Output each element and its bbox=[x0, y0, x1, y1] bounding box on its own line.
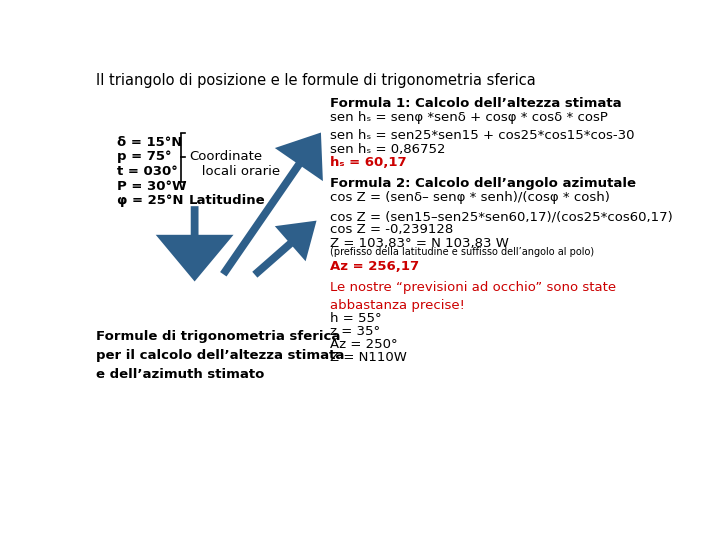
Text: sen hₛ = sen25*sen15 + cos25*cos15*cos-30: sen hₛ = sen25*sen15 + cos25*cos15*cos-3… bbox=[330, 130, 635, 143]
Text: Az = 250°: Az = 250° bbox=[330, 338, 398, 351]
Text: Z = 103,83° = N 103,83 W: Z = 103,83° = N 103,83 W bbox=[330, 237, 509, 249]
Text: sen hₛ = senφ *senδ + cosφ * cosδ * cosP: sen hₛ = senφ *senδ + cosφ * cosδ * cosP bbox=[330, 111, 608, 124]
Text: z = 35°: z = 35° bbox=[330, 325, 380, 338]
Text: locali orarie: locali orarie bbox=[189, 165, 280, 178]
Text: (prefisso della latitudine e suffisso dell’angolo al polo): (prefisso della latitudine e suffisso de… bbox=[330, 247, 595, 257]
Text: Formule di trigonometria sferica
per il calcolo dell’altezza stimata
e dell’azim: Formule di trigonometria sferica per il … bbox=[96, 330, 345, 381]
Text: p = 75°: p = 75° bbox=[117, 150, 171, 163]
Text: cos Z = (senδ– senφ * senh)/(cosφ * cosh): cos Z = (senδ– senφ * senh)/(cosφ * cosh… bbox=[330, 191, 610, 204]
Text: δ = 15°N: δ = 15°N bbox=[117, 136, 182, 148]
Text: sen hₛ = 0,86752: sen hₛ = 0,86752 bbox=[330, 143, 446, 156]
Text: Formula 1: Calcolo dell’altezza stimata: Formula 1: Calcolo dell’altezza stimata bbox=[330, 97, 622, 110]
Text: Formula 2: Calcolo dell’angolo azimutale: Formula 2: Calcolo dell’angolo azimutale bbox=[330, 177, 636, 190]
Text: φ = 25°N: φ = 25°N bbox=[117, 194, 184, 207]
Text: P = 30°W: P = 30°W bbox=[117, 179, 186, 193]
Text: Le nostre “previsioni ad occhio” sono state
abbastanza precise!: Le nostre “previsioni ad occhio” sono st… bbox=[330, 281, 616, 312]
Text: Latitudine: Latitudine bbox=[189, 194, 266, 207]
Text: Coordinate: Coordinate bbox=[189, 150, 262, 163]
Text: Z = N110W: Z = N110W bbox=[330, 351, 407, 364]
Text: cos Z = -0,239128: cos Z = -0,239128 bbox=[330, 224, 454, 237]
Text: Il triangolo di posizione e le formule di trigonometria sferica: Il triangolo di posizione e le formule d… bbox=[96, 72, 536, 87]
Text: h = 55°: h = 55° bbox=[330, 312, 382, 325]
Text: cos Z = (sen15–sen25*sen60,17)/(cos25*cos60,17): cos Z = (sen15–sen25*sen60,17)/(cos25*co… bbox=[330, 211, 673, 224]
Text: Az = 256,17: Az = 256,17 bbox=[330, 260, 419, 273]
Text: hₛ = 60,17: hₛ = 60,17 bbox=[330, 156, 407, 168]
Text: t = 030°: t = 030° bbox=[117, 165, 178, 178]
